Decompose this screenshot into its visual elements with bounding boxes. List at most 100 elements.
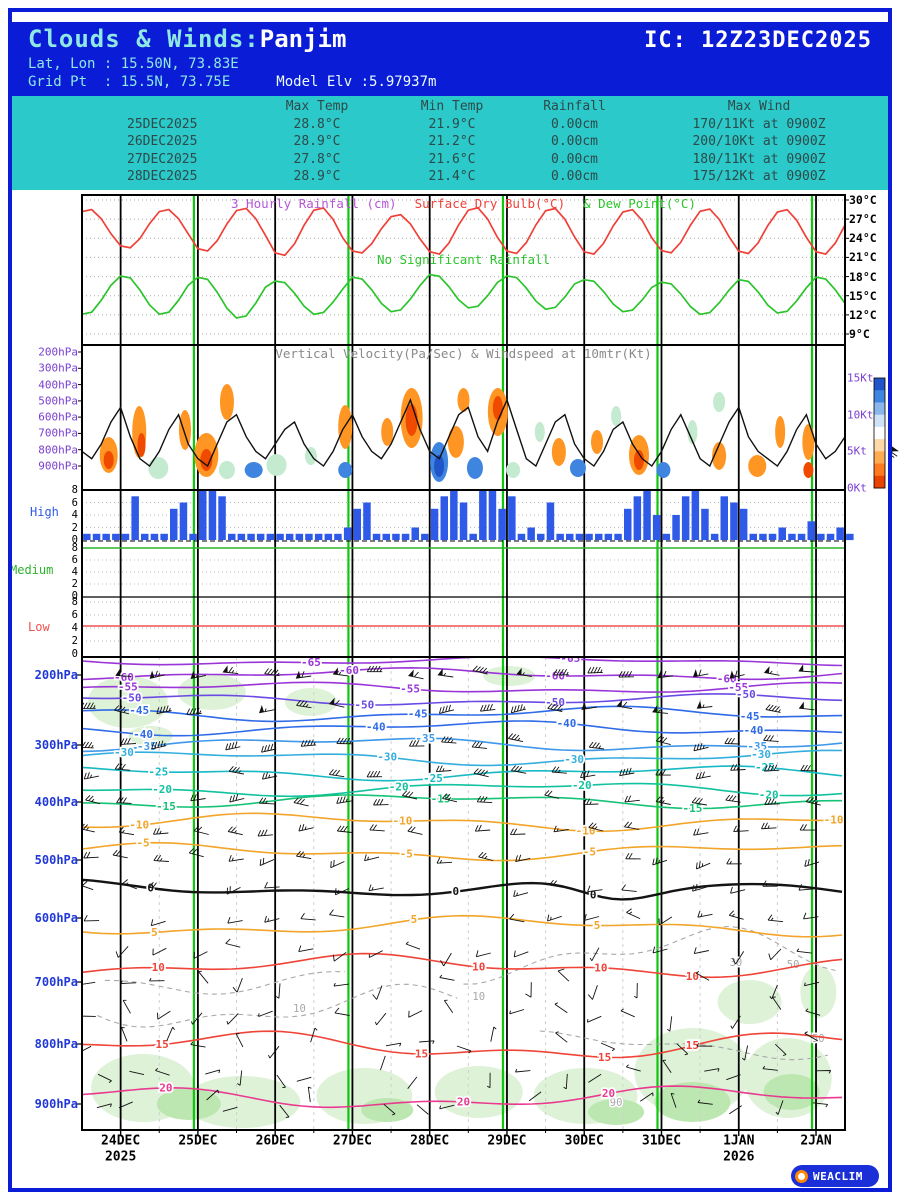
date-axis-label: 30DEC: [564, 1133, 604, 1149]
svg-text:15: 15: [686, 1039, 699, 1052]
svg-text:20: 20: [602, 1087, 615, 1100]
svg-text:-45: -45: [408, 708, 428, 721]
kt-axis-label: 0Kt: [847, 481, 867, 495]
svg-text:-65: -65: [301, 656, 321, 669]
table-cell-max-wind: 170/11Kt at 0900Z: [692, 116, 826, 132]
svg-text:-45: -45: [129, 704, 149, 717]
table-row: 25DEC2025 28.8°C 21.9°C 0.00cm 170/11Kt at 0…: [12, 116, 888, 134]
date-axis-label: 27DEC: [332, 1133, 372, 1149]
cloud-axis-label: 4: [71, 622, 78, 634]
page-title: Clouds & Winds:Panjim: [28, 25, 346, 53]
svg-text:10: 10: [472, 961, 485, 974]
cloud-group-label: Medium: [10, 563, 54, 577]
svg-text:90: 90: [610, 1097, 623, 1109]
svg-text:-50: -50: [736, 688, 756, 701]
svg-text:50: 50: [787, 959, 800, 971]
dewpoint-title: & Dew Point(°C): [583, 196, 696, 211]
svg-text:-15: -15: [431, 792, 451, 805]
cloud-axis-label: 8: [71, 542, 78, 554]
vertical-velocity-panel: [82, 384, 845, 482]
temp-axis-label: 15°C: [849, 288, 877, 303]
pressure-axis-label: 700hPa: [34, 975, 78, 989]
date-axis-label: 26DEC: [255, 1133, 295, 1149]
header: Clouds & Winds:Panjim IC: 12Z23DEC2025 L…: [12, 22, 888, 96]
cloud-axis-label: 6: [71, 554, 78, 566]
date-axis-label: 25DEC: [178, 1133, 218, 1149]
rainfall-title: 3 Hourly Rainfall (cm): [231, 196, 397, 211]
table-row: 26DEC2025 28.9°C 21.2°C 0.00cm 200/10Kt at 0…: [12, 133, 888, 151]
cloud-axis-label: 4: [71, 509, 78, 521]
svg-text:-10: -10: [576, 825, 596, 838]
svg-text:10: 10: [293, 1003, 306, 1015]
pressure-axis-label: 700hPa: [38, 426, 78, 440]
table-row: 27DEC2025 27.8°C 21.6°C 0.00cm 180/11Kt at 0…: [12, 151, 888, 169]
svg-text:-20: -20: [152, 783, 172, 796]
kt-axis-label: 10Kt: [847, 408, 874, 422]
table-header-row: Max Temp Min Temp Rainfall Max Wind: [12, 98, 888, 116]
cloud-axis-label: 8: [71, 596, 78, 608]
table-cell-max-temp: 28.9°C: [293, 169, 341, 184]
date-axis-year-label: 2025: [104, 1149, 137, 1165]
svg-text:-45: -45: [740, 710, 760, 723]
no-rainfall-note: No Significant Rainfall: [376, 252, 551, 267]
svg-text:20: 20: [457, 1095, 470, 1108]
weaclim-brand-label: WEACLIM: [813, 1169, 863, 1183]
svg-text:-10: -10: [824, 814, 844, 827]
svg-text:-20: -20: [759, 788, 779, 801]
cloud-axis-label: 8: [71, 484, 78, 496]
svg-text:-25: -25: [423, 772, 443, 785]
svg-text:-40: -40: [133, 728, 153, 741]
cloud-axis-label: 4: [71, 566, 78, 578]
pressure-axis-label: 800hPa: [38, 443, 78, 457]
vertical-velocity-title: Vertical Velocity(Pa/Sec) & Windspeed at…: [275, 346, 652, 361]
pressure-axis-label: 500hPa: [38, 394, 78, 408]
svg-text:10: 10: [686, 970, 699, 983]
table-header-cell: Max Temp: [285, 99, 349, 114]
svg-text:-35: -35: [137, 740, 157, 753]
day-lines: [119, 195, 817, 1130]
table-cell-max-temp: 28.9°C: [293, 134, 341, 149]
svg-text:-20: -20: [572, 779, 592, 792]
table-cell-date: 28DEC2025: [127, 169, 198, 184]
kt-axis-label: 5Kt: [847, 444, 867, 458]
date-axis-label: 2JAN: [800, 1133, 832, 1149]
weaclim-logo-icon: [795, 1169, 808, 1183]
svg-text:-40: -40: [366, 720, 386, 733]
cloud-bars: [82, 490, 854, 627]
pressure-axis-label: 900hPa: [38, 459, 78, 473]
svg-text:-10: -10: [129, 819, 149, 832]
surface-panel-title: 3 Hourly Rainfall (cm) Surface Dry Bulb(…: [82, 196, 845, 211]
table-cell-min-temp: 21.6°C: [428, 151, 476, 167]
temp-axis-label: 30°C: [849, 193, 877, 207]
svg-text:-25: -25: [148, 766, 168, 779]
svg-text:-30: -30: [377, 751, 397, 764]
weaclim-badge[interactable]: WEACLIM: [791, 1165, 879, 1187]
drybulb-title: Surface Dry Bulb(°C): [414, 196, 566, 211]
pressure-axis-label: 400hPa: [34, 795, 78, 809]
svg-text:-55: -55: [400, 683, 420, 696]
svg-text:0: 0: [147, 882, 154, 895]
svg-text:-35: -35: [747, 740, 767, 753]
svg-text:-40: -40: [744, 724, 764, 737]
cloud-axis-label: 0: [71, 648, 78, 660]
cloud-axis-label: 6: [71, 496, 78, 509]
table-cell-rainfall: 0.00cm: [551, 116, 598, 132]
cloud-axis-label: 0: [71, 590, 78, 602]
table-row: 28DEC2025 28.9°C 21.4°C 0.00cm 175/12Kt at 0…: [12, 168, 888, 186]
temp-axis-label: 21°C: [849, 250, 877, 265]
table-cell-rainfall: 0.00cm: [551, 169, 598, 184]
cloud-axis-label: 2: [71, 635, 78, 647]
svg-text:-60: -60: [339, 664, 359, 677]
svg-text:-10: -10: [393, 815, 413, 828]
pressure-axis-label: 800hPa: [34, 1037, 78, 1051]
rh-green-shading: [87, 666, 837, 1128]
svg-text:15: 15: [598, 1051, 611, 1064]
svg-text:5: 5: [151, 926, 158, 939]
temp-axis-label: 27°C: [849, 212, 877, 227]
pressure-axis-label: 300hPa: [34, 738, 78, 752]
table-cell-max-temp: 28.8°C: [293, 116, 341, 132]
temp-axis-label: 24°C: [849, 231, 877, 246]
date-axis-year-label: 2026: [723, 1149, 755, 1165]
